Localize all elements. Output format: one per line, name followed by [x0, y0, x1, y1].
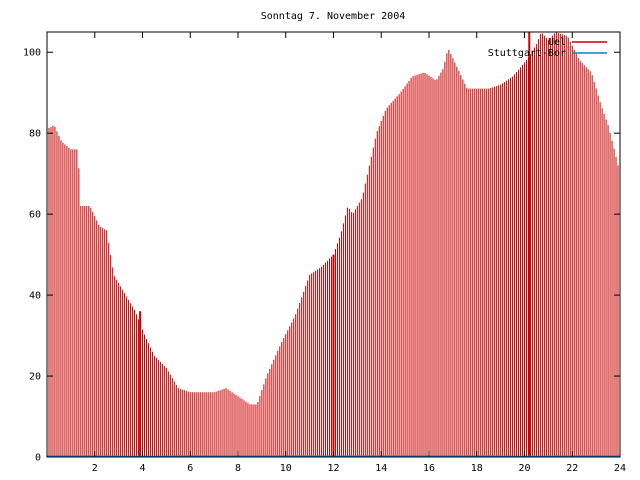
y-tick-label-4: 80	[29, 129, 41, 140]
x-axis-ticks: 2 4 6 8 10 12 14 16 18 20 22 24	[92, 32, 626, 474]
x-tick-label-8: 18	[471, 463, 483, 474]
x-tick-label-1: 4	[139, 463, 145, 474]
legend: Uel Stuttgart-Bor	[488, 37, 607, 59]
x-tick-label-6: 14	[375, 463, 387, 474]
bars-group	[46, 32, 621, 457]
y-tick-label-5: 100	[23, 48, 41, 59]
spikes-group	[139, 32, 531, 457]
x-tick-label-9: 20	[518, 463, 530, 474]
y-tick-label-3: 60	[29, 210, 41, 221]
y-axis-ticks: 0 20 40 60 80 100	[23, 48, 620, 464]
x-tick-label-0: 2	[92, 463, 98, 474]
y-tick-label-1: 20	[29, 372, 41, 383]
x-tick-label-5: 12	[327, 463, 339, 474]
x-tick-label-7: 16	[423, 463, 435, 474]
x-tick-label-10: 22	[566, 463, 578, 474]
x-tick-label-11: 24	[614, 463, 626, 474]
legend-label-uel: Uel	[548, 37, 566, 48]
x-tick-label-4: 10	[280, 463, 292, 474]
y-tick-label-2: 40	[29, 291, 41, 302]
x-tick-label-3: 8	[235, 463, 241, 474]
chart-title: Sonntag 7. November 2004	[261, 11, 406, 22]
y-tick-label-0: 0	[35, 453, 41, 464]
legend-label-stuttgart-bor: Stuttgart-Bor	[488, 48, 566, 59]
x-tick-label-2: 6	[187, 463, 193, 474]
